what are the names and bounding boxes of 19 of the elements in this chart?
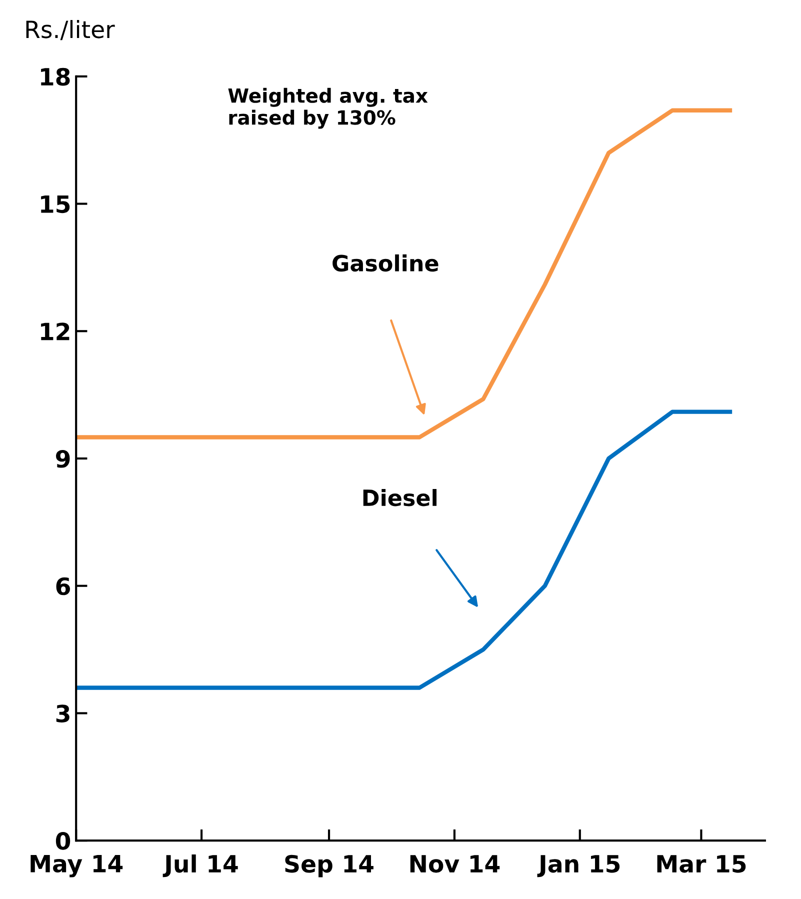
annotation: Diesel [363,489,437,506]
annotation: Gasoline [332,254,438,272]
line-series [76,410,732,690]
y-tick-label: 0 [56,832,70,850]
y-tick-label: 3 [56,704,70,723]
annotation: Weighted avg. tax raised by 130% [228,88,428,129]
y-tick-label: 6 [56,577,70,596]
y-axis-title: Rs./liter [26,20,115,40]
x-tick-label: Jan 15 [537,855,620,878]
y-tick-label: 18 [41,68,70,86]
y-tick-label: 9 [56,450,70,468]
x-tick-label: May 14 [30,854,123,878]
x-tick-label: Nov 14 [410,855,500,873]
x-tick-label: Mar 15 [657,855,746,873]
y-tick-label: 15 [41,196,70,214]
line-series [76,108,732,440]
x-tick-label: Jul 14 [162,854,238,878]
x-tick-label: Sep 14 [285,854,374,878]
y-tick-label: 12 [41,322,70,340]
